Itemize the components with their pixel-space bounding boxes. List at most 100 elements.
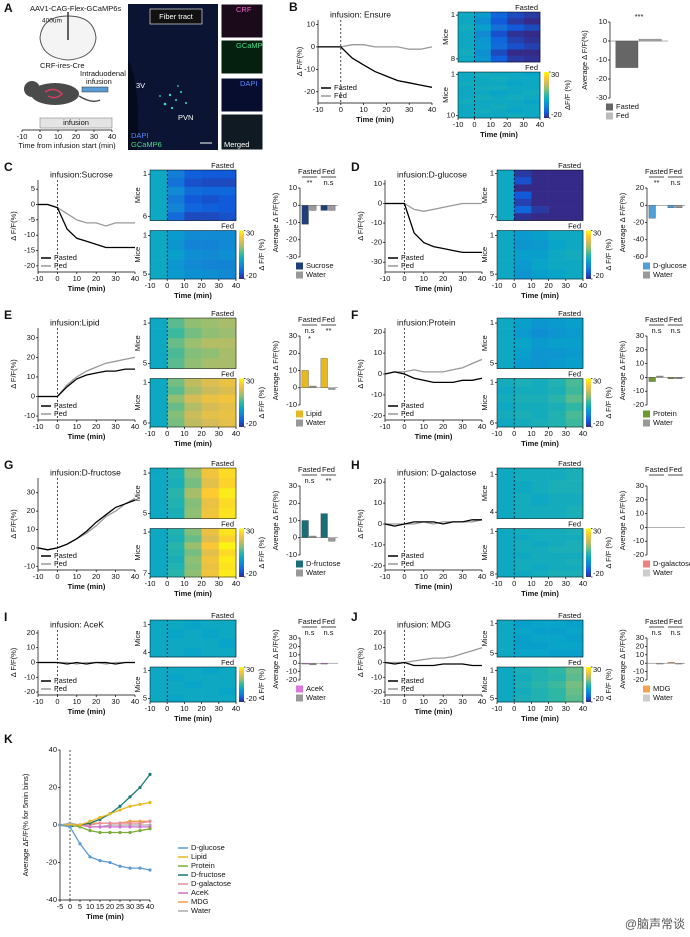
x-tick-label: 20 xyxy=(544,704,552,713)
heatmap-cell xyxy=(474,108,492,114)
heatmap-cell xyxy=(167,348,185,359)
y-tick-label: -10 xyxy=(24,561,35,570)
heatmap-cell xyxy=(497,418,515,428)
heatmap-cell xyxy=(514,230,532,241)
heatmap-cell xyxy=(490,81,508,87)
significance: n.s xyxy=(670,628,680,637)
heatmap-cell xyxy=(514,259,532,270)
y-tick-label: 30 xyxy=(27,333,35,342)
heatmap-frame xyxy=(149,317,237,369)
row-tick-label: 1 xyxy=(143,468,147,477)
y-tick-label: -10 xyxy=(304,64,315,73)
heatmap-cell xyxy=(523,55,541,63)
x-tick-label: 0 xyxy=(402,422,406,431)
colorbar-tick-label: -20 xyxy=(593,271,604,280)
heatmap-cell xyxy=(565,552,584,560)
group-label: Fed xyxy=(669,315,682,324)
x-tick-label: 0 xyxy=(165,704,169,713)
row-tick-label: 1 xyxy=(490,665,494,674)
bar xyxy=(328,205,336,211)
heatmap-cell xyxy=(497,688,515,696)
inset xyxy=(220,3,264,39)
y-tick-label: -20 xyxy=(371,561,382,570)
heatmap-cell xyxy=(201,478,220,489)
y-tick-label: 0 xyxy=(293,658,297,667)
heatmap-cell xyxy=(548,627,567,636)
heatmap-cell xyxy=(167,394,185,404)
point xyxy=(98,859,102,863)
group-label: Fed xyxy=(322,315,335,324)
heatmap-cell xyxy=(218,468,237,479)
x-tick-label: 30 xyxy=(111,274,119,283)
heatmap-cell xyxy=(150,170,168,179)
y-tick-label: -20 xyxy=(286,675,297,684)
heatmap-cell xyxy=(184,212,202,221)
x-tick-label: 30 xyxy=(458,697,466,706)
heatmap-cell xyxy=(497,681,515,689)
heatmap-cell xyxy=(218,328,237,339)
heatmap-title: Fed xyxy=(221,221,234,230)
heatmap-cell xyxy=(474,55,492,63)
heatmap-cell xyxy=(184,195,202,204)
heatmap-cell xyxy=(150,674,168,682)
x-tick-label: 40 xyxy=(232,429,240,438)
x-tick-label: 10 xyxy=(180,704,188,713)
chart-title: infusion: AceK xyxy=(50,619,104,629)
heatmap-cell xyxy=(150,556,168,564)
heatmap-cell xyxy=(548,230,567,241)
colorbar-label: Δ F/F (%) xyxy=(604,536,613,568)
x-tick-label: 20 xyxy=(544,281,552,290)
y-tick-label: -10 xyxy=(286,550,297,559)
group-label: Fasted xyxy=(298,167,321,176)
heatmap-cell xyxy=(507,49,524,57)
legend-swatch xyxy=(296,271,303,279)
heatmap-cell xyxy=(218,386,237,395)
x-tick-label: -10 xyxy=(380,697,391,706)
heatmap-cell xyxy=(523,76,541,82)
row-tick-label: 5 xyxy=(490,269,494,278)
heatmap-cell xyxy=(531,378,549,387)
x-tick-label: 30 xyxy=(215,281,223,290)
heatmap-cell xyxy=(531,184,549,192)
heatmap-cell xyxy=(474,37,492,44)
y-axis-label: Average Δ F/F(%) xyxy=(580,30,589,90)
heatmap-cell xyxy=(458,85,475,91)
heatmap-cell xyxy=(150,378,168,387)
heatmap-cell xyxy=(514,402,532,412)
x-tick-label: 40 xyxy=(579,281,587,290)
heatmap-cell xyxy=(565,402,584,412)
y-tick-label: -30 xyxy=(371,257,382,266)
group-label: Fasted xyxy=(645,617,668,626)
y-tick-label: 10 xyxy=(289,650,297,659)
heatmap-cell xyxy=(507,76,524,82)
colorbar-label: Δ F/F (%) xyxy=(257,386,266,418)
y-axis-label: Average Δ F/F(%) xyxy=(618,490,627,550)
heatmap-cell xyxy=(514,627,532,636)
heatmap-cell xyxy=(184,508,202,519)
heatmap-cell xyxy=(514,552,532,560)
heatmap-frame xyxy=(149,169,237,221)
image-label: PVN xyxy=(178,113,193,122)
heatmap-y-label: Mice xyxy=(480,247,489,263)
heatmap-cell xyxy=(167,528,185,536)
heatmap-cell xyxy=(218,348,237,359)
legend-label: Water xyxy=(653,418,673,427)
x-tick-label: 20 xyxy=(544,429,552,438)
heatmap-cell xyxy=(548,634,567,643)
legend-label: Sucrose xyxy=(306,261,334,270)
heatmap-cell xyxy=(184,629,202,639)
heatmap-cell xyxy=(201,570,220,578)
heatmap-cell xyxy=(497,674,515,682)
x-tick-label: 40 xyxy=(131,274,139,283)
panel-letter: H xyxy=(351,458,360,472)
heatmap-cell xyxy=(490,24,508,32)
x-tick-label: 10 xyxy=(527,704,535,713)
heatmap-cell xyxy=(201,647,220,658)
significance: ** xyxy=(307,178,313,187)
heatmap-cell xyxy=(458,18,475,25)
x-tick-label: 30 xyxy=(111,697,119,706)
y-tick-label: -20 xyxy=(24,261,35,270)
y-tick-label: 10 xyxy=(599,17,607,26)
heatmap-cell xyxy=(458,90,475,96)
heatmap-cell xyxy=(548,206,567,214)
